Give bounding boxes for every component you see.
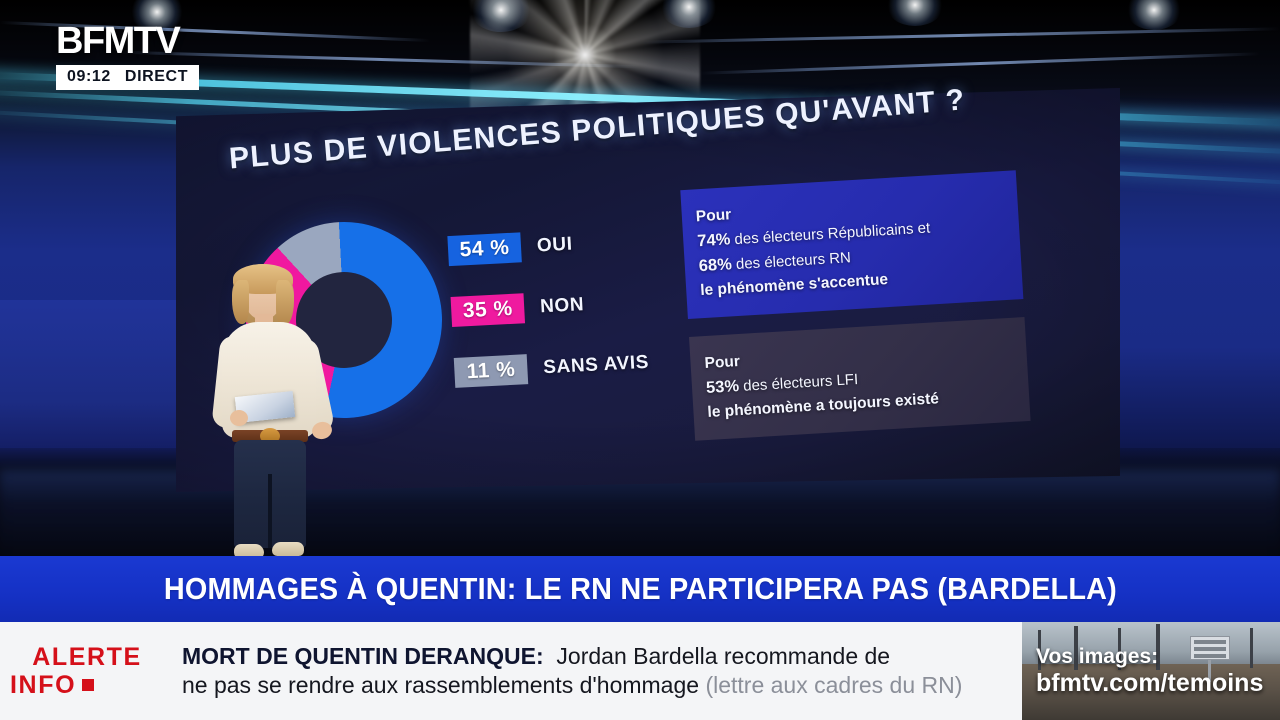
clock-live-bar: 09:12 DIRECT (56, 65, 200, 90)
promo-photo-tree (1118, 628, 1121, 670)
live-label: DIRECT (124, 68, 189, 85)
legend-item-non: 35 % NON (450, 285, 682, 328)
news-ticker: ALERTE INFO MORT DE QUENTIN DERANQUE: Jo… (0, 622, 1280, 720)
studio-wall-panel (0, 300, 190, 470)
chart-legend: 54 % OUI 35 % NON 11 % SANS AVIS (447, 224, 686, 419)
ticker-line-1: MORT DE QUENTIN DERANQUE: Jordan Bardell… (182, 642, 1014, 671)
viewer-photos-promo[interactable]: Vos images: bfmtv.com/temoins (1022, 622, 1280, 720)
legend-value-oui: 54 % (447, 232, 522, 267)
presenter-hair-left (232, 280, 249, 324)
ticker-body: MORT DE QUENTIN DERANQUE: Jordan Bardell… (168, 622, 1022, 720)
panel1-line3-text: des électeurs RN (731, 248, 852, 273)
promo-photo-tree (1156, 624, 1160, 670)
annotation-panels: Pour 74% des électeurs Républicains et 6… (680, 170, 1031, 459)
presenter-shoe-right (272, 542, 304, 556)
clock-time: 09:12 (67, 68, 111, 85)
promo-photo-tree (1074, 626, 1078, 670)
presenter-leg-split (268, 474, 272, 548)
presenter-hair-right (276, 280, 294, 326)
panel1-line3-pct: 68% (698, 254, 733, 275)
alert-badge: ALERTE INFO (0, 622, 168, 720)
promo-line-2: bfmtv.com/temoins (1036, 668, 1264, 697)
legend-item-sans-avis: 11 % SANS AVIS (453, 346, 685, 388)
promo-photo-floodwater (1022, 664, 1280, 720)
legend-label-sans-avis: SANS AVIS (542, 351, 650, 379)
legend-label-non: NON (539, 294, 585, 318)
presenter (208, 258, 338, 560)
promo-photo-signpost (1208, 660, 1211, 682)
panel1-line2-pct: 74% (696, 229, 731, 250)
panel2-line2-text: des électeurs LFI (738, 370, 859, 395)
studio-lamp-icon (130, 0, 184, 32)
ticker-topic: MORT DE QUENTIN DERANQUE: (182, 642, 544, 669)
legend-label-oui: OUI (536, 233, 574, 257)
ticker-body-line1: Jordan Bardella recommande de (556, 642, 891, 669)
legend-value-non: 35 % (450, 293, 526, 328)
ticker-body-line2: ne pas se rendre aux rassemblements d'ho… (182, 672, 700, 698)
annotation-panel-right-voters: Pour 74% des électeurs Républicains et 6… (680, 170, 1024, 320)
headline-banner: HOMMAGES À QUENTIN: LE RN NE PARTICIPERA… (0, 556, 1280, 622)
promo-photo-sky (1022, 622, 1280, 664)
alert-square-icon (82, 679, 95, 691)
ticker-body-note: (lettre aux cadres du RN) (705, 672, 963, 698)
alert-badge-line2: INFO (6, 671, 95, 699)
bfmtv-logo: BFMTV (56, 20, 181, 62)
legend-value-sans-avis: 11 % (453, 354, 529, 388)
channel-logo-block: BFMTV 09:12 DIRECT (56, 20, 200, 90)
promo-photo-roadsign (1190, 636, 1230, 660)
headline-text: HOMMAGES À QUENTIN: LE RN NE PARTICIPERA… (163, 571, 1117, 606)
alert-badge-line1: ALERTE (32, 643, 142, 671)
panel2-line2-pct: 53% (705, 376, 740, 397)
presenter-shoe-left (234, 544, 264, 558)
alert-badge-line2-text: INFO (10, 671, 77, 699)
presenter-hand-left (230, 410, 248, 426)
annotation-panel-left-voters: Pour 53% des électeurs LFI le phénomène … (689, 317, 1031, 442)
promo-line-1: Vos images: (1036, 645, 1159, 669)
ticker-line-2: ne pas se rendre aux rassemblements d'ho… (182, 671, 1014, 700)
promo-photo-tree (1038, 630, 1041, 670)
promo-photo-tree (1250, 628, 1253, 668)
